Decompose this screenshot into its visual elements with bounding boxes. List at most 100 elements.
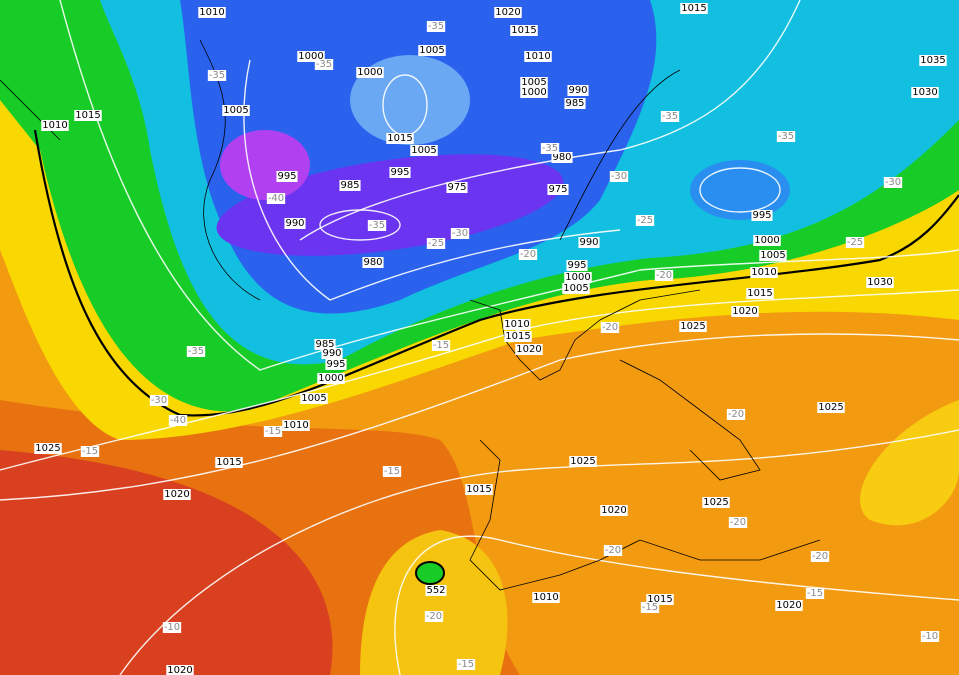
label-box xyxy=(600,322,620,333)
pressure-label: 990 xyxy=(285,218,304,229)
pressure-label: 980 xyxy=(552,152,571,163)
pressure-label: 1015 xyxy=(387,133,412,144)
label-box xyxy=(450,228,470,239)
label-box xyxy=(41,120,69,131)
temperature-label: -15 xyxy=(82,446,98,457)
field-green-blob xyxy=(415,561,445,585)
pressure-label: 995 xyxy=(390,167,409,178)
isobar xyxy=(699,167,781,213)
label-box xyxy=(297,51,325,62)
label-box xyxy=(446,182,468,193)
label-box xyxy=(389,167,411,178)
label-box xyxy=(566,260,588,271)
pressure-label: 975 xyxy=(447,182,466,193)
coastline xyxy=(469,439,821,591)
pressure-label: 1015 xyxy=(511,25,536,36)
label-box xyxy=(600,505,628,516)
label-box xyxy=(569,456,597,467)
label-box xyxy=(425,585,447,596)
pressure-label: 1030 xyxy=(867,277,892,288)
pressure-label: 1020 xyxy=(732,306,757,317)
temperature-label: -30 xyxy=(151,395,167,406)
coastline xyxy=(559,69,681,241)
label-box xyxy=(510,25,538,36)
temperature-label: -15 xyxy=(265,426,281,437)
temperature-label: -35 xyxy=(209,70,225,81)
temperature-label: -15 xyxy=(433,340,449,351)
pressure-label: 1005 xyxy=(419,45,444,56)
pressure-label: 1010 xyxy=(283,420,308,431)
label-box xyxy=(845,237,865,248)
label-box xyxy=(660,111,680,122)
label-box xyxy=(80,446,100,457)
label-box xyxy=(207,70,227,81)
label-box xyxy=(149,395,169,406)
pressure-label: 1020 xyxy=(495,7,520,18)
pressure-label: 1015 xyxy=(466,484,491,495)
label-box xyxy=(494,7,522,18)
label-box xyxy=(751,210,773,221)
pressure-label: 1010 xyxy=(525,51,550,62)
label-box xyxy=(567,85,589,96)
field-magenta xyxy=(220,130,310,200)
label-box xyxy=(609,171,629,182)
pressure-label: 1020 xyxy=(167,665,192,675)
label-box xyxy=(356,67,384,78)
label-box xyxy=(162,622,182,633)
temperature-label: -15 xyxy=(458,659,474,670)
temperature-label: -25 xyxy=(847,237,863,248)
temperature-label: -15 xyxy=(384,466,400,477)
label-box xyxy=(679,321,707,332)
label-box xyxy=(410,145,438,156)
pressure-label: 995 xyxy=(277,171,296,182)
label-box xyxy=(431,340,451,351)
pressure-label: 1010 xyxy=(42,120,67,131)
pressure-label: 1015 xyxy=(75,110,100,121)
pressure-label: 990 xyxy=(322,348,341,359)
pressure-label: 1025 xyxy=(35,443,60,454)
temperature-label: -20 xyxy=(426,611,442,622)
label-box xyxy=(562,283,590,294)
label-box xyxy=(731,306,759,317)
temperature-label: -40 xyxy=(170,415,186,426)
label-box xyxy=(564,272,592,283)
label-box xyxy=(74,110,102,121)
isobar xyxy=(0,289,959,471)
pressure-label: 1030 xyxy=(912,87,937,98)
isobar xyxy=(59,0,959,371)
temperature-label: -10 xyxy=(164,622,180,633)
pressure-label: 985 xyxy=(565,98,584,109)
label-box xyxy=(635,215,655,226)
pressure-label: 1005 xyxy=(223,105,248,116)
isobar xyxy=(0,333,959,501)
label-box xyxy=(866,277,894,288)
label-box xyxy=(524,51,552,62)
label-box xyxy=(680,3,708,14)
label-box xyxy=(198,7,226,18)
temperature-label: -20 xyxy=(520,249,536,260)
pressure-label: 1000 xyxy=(754,235,779,246)
temperature-label: -15 xyxy=(807,588,823,599)
label-box xyxy=(883,177,903,188)
pressure-label: 1025 xyxy=(818,402,843,413)
label-box xyxy=(518,249,538,260)
pressure-label: 1005 xyxy=(301,393,326,404)
temperature-label: -40 xyxy=(268,193,284,204)
pressure-label: 1000 xyxy=(318,373,343,384)
label-box xyxy=(263,426,283,437)
isobar xyxy=(319,209,401,241)
temperature-label: -10 xyxy=(922,631,938,642)
label-box xyxy=(504,331,532,342)
pressure-label: 1005 xyxy=(760,250,785,261)
label-box xyxy=(284,218,306,229)
label-box xyxy=(578,237,600,248)
label-box xyxy=(282,420,310,431)
label-box xyxy=(456,659,476,670)
temperature-label: -20 xyxy=(812,551,828,562)
label-box xyxy=(603,545,623,556)
pressure-label: 980 xyxy=(363,257,382,268)
label-box xyxy=(817,402,845,413)
pressure-label: 975 xyxy=(548,184,567,195)
pressure-label: 1000 xyxy=(357,67,382,78)
